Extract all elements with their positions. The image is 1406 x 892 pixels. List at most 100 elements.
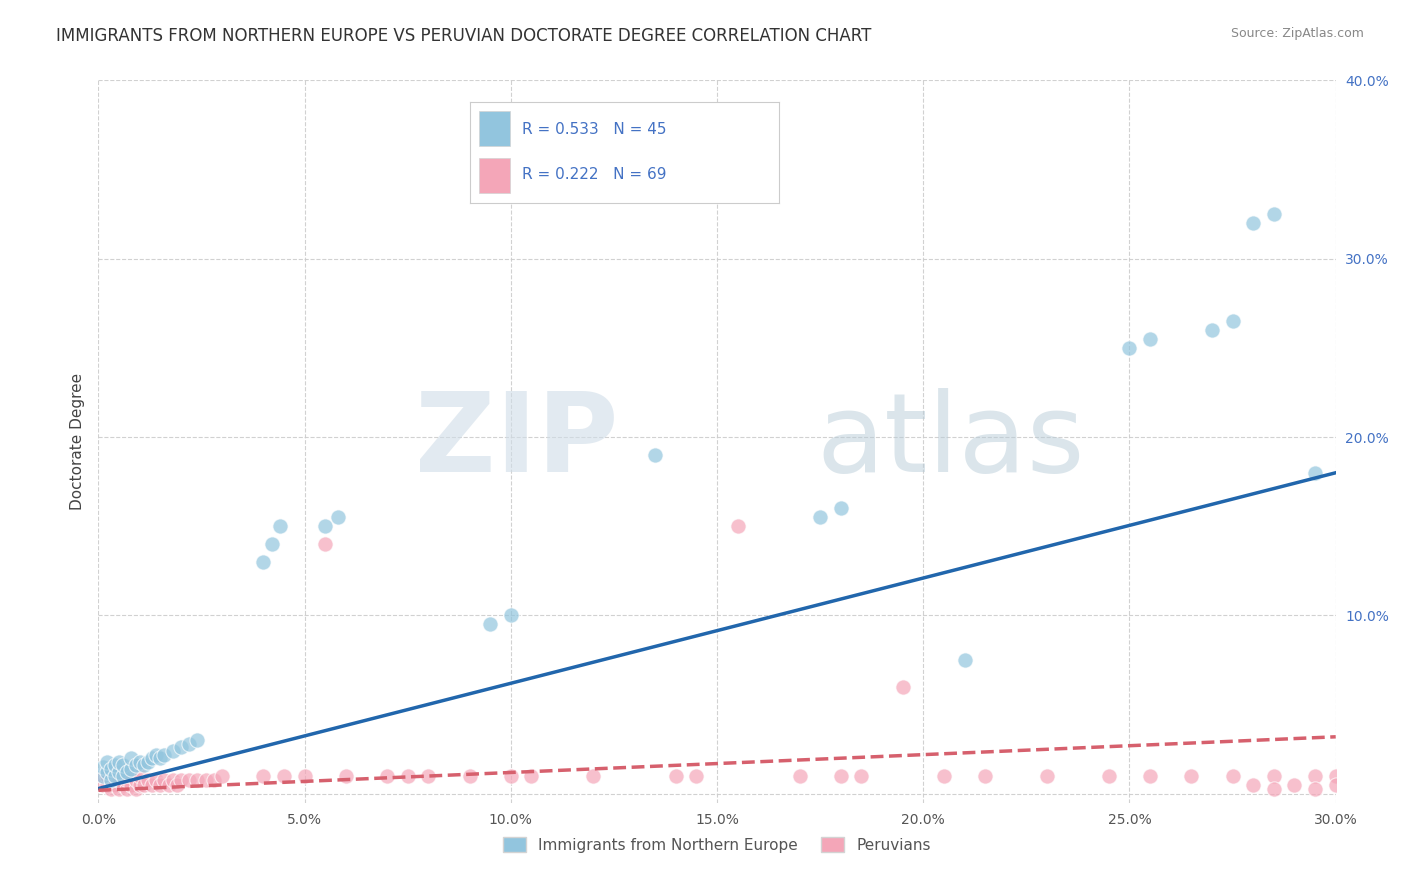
Point bbox=[108, 772, 131, 787]
Point bbox=[136, 755, 159, 769]
Point bbox=[186, 733, 208, 747]
Point bbox=[100, 781, 122, 796]
Point bbox=[117, 781, 139, 796]
Point bbox=[149, 778, 172, 792]
Point bbox=[644, 448, 666, 462]
Point bbox=[108, 781, 131, 796]
Point bbox=[162, 744, 184, 758]
Point bbox=[112, 769, 135, 783]
Point bbox=[91, 760, 114, 774]
Point bbox=[1036, 769, 1059, 783]
Point bbox=[91, 769, 114, 783]
Point bbox=[789, 769, 811, 783]
Point bbox=[117, 765, 139, 780]
Point bbox=[128, 755, 150, 769]
Point bbox=[1303, 781, 1326, 796]
Point bbox=[124, 781, 146, 796]
Point bbox=[117, 772, 139, 787]
Point bbox=[96, 769, 118, 783]
Point bbox=[91, 769, 114, 783]
Point bbox=[685, 769, 707, 783]
Point bbox=[1284, 778, 1306, 792]
Point bbox=[1241, 216, 1264, 230]
Point bbox=[124, 758, 146, 772]
Point bbox=[211, 769, 233, 783]
Point bbox=[260, 537, 283, 551]
Point bbox=[132, 758, 155, 772]
Point bbox=[104, 778, 127, 792]
Point bbox=[1303, 769, 1326, 783]
Point bbox=[1263, 781, 1285, 796]
Point bbox=[582, 769, 605, 783]
Point bbox=[1201, 323, 1223, 337]
Point bbox=[120, 751, 142, 765]
Point bbox=[96, 755, 118, 769]
Point bbox=[179, 737, 201, 751]
Point bbox=[314, 519, 336, 533]
Point bbox=[120, 762, 142, 776]
Point bbox=[96, 765, 118, 780]
Point bbox=[1118, 341, 1140, 355]
Point bbox=[1324, 778, 1347, 792]
Point bbox=[1139, 769, 1161, 783]
Point bbox=[153, 747, 176, 762]
Point bbox=[153, 772, 176, 787]
Point bbox=[124, 772, 146, 787]
Point bbox=[194, 772, 217, 787]
Point bbox=[418, 769, 440, 783]
Point bbox=[273, 769, 295, 783]
Point bbox=[851, 769, 873, 783]
Point bbox=[202, 772, 225, 787]
Point bbox=[179, 772, 201, 787]
Text: Source: ZipAtlas.com: Source: ZipAtlas.com bbox=[1230, 27, 1364, 40]
Point bbox=[458, 769, 481, 783]
Point bbox=[326, 510, 349, 524]
Point bbox=[120, 769, 142, 783]
Point bbox=[100, 772, 122, 787]
Point bbox=[141, 778, 163, 792]
Point bbox=[136, 772, 159, 787]
Point bbox=[314, 537, 336, 551]
Point bbox=[1263, 207, 1285, 221]
Point bbox=[396, 769, 419, 783]
Point bbox=[108, 765, 131, 780]
Point bbox=[149, 751, 172, 765]
Point bbox=[252, 555, 274, 569]
Point bbox=[108, 755, 131, 769]
Point bbox=[375, 769, 398, 783]
Point bbox=[1324, 769, 1347, 783]
Point bbox=[1180, 769, 1202, 783]
Point bbox=[120, 778, 142, 792]
Point bbox=[932, 769, 955, 783]
Text: ZIP: ZIP bbox=[415, 388, 619, 495]
Point bbox=[91, 778, 114, 792]
Point bbox=[1222, 769, 1244, 783]
Point bbox=[100, 772, 122, 787]
Point bbox=[891, 680, 914, 694]
Legend: Immigrants from Northern Europe, Peruvians: Immigrants from Northern Europe, Peruvia… bbox=[496, 829, 938, 860]
Point bbox=[112, 778, 135, 792]
Point bbox=[1241, 778, 1264, 792]
Point bbox=[830, 501, 852, 516]
Point bbox=[104, 758, 127, 772]
Point bbox=[252, 769, 274, 783]
Point bbox=[665, 769, 688, 783]
Point bbox=[1303, 466, 1326, 480]
Point bbox=[100, 762, 122, 776]
Point bbox=[1222, 314, 1244, 328]
Point bbox=[974, 769, 997, 783]
Point bbox=[1263, 769, 1285, 783]
Point bbox=[186, 772, 208, 787]
Point bbox=[141, 751, 163, 765]
Point bbox=[145, 772, 167, 787]
Point bbox=[479, 617, 502, 632]
Point bbox=[96, 778, 118, 792]
Point bbox=[269, 519, 291, 533]
Y-axis label: Doctorate Degree: Doctorate Degree bbox=[69, 373, 84, 510]
Point bbox=[953, 653, 976, 667]
Text: IMMIGRANTS FROM NORTHERN EUROPE VS PERUVIAN DOCTORATE DEGREE CORRELATION CHART: IMMIGRANTS FROM NORTHERN EUROPE VS PERUV… bbox=[56, 27, 872, 45]
Text: atlas: atlas bbox=[815, 388, 1084, 495]
Point bbox=[170, 740, 193, 755]
Point bbox=[170, 772, 193, 787]
Point bbox=[499, 769, 522, 783]
